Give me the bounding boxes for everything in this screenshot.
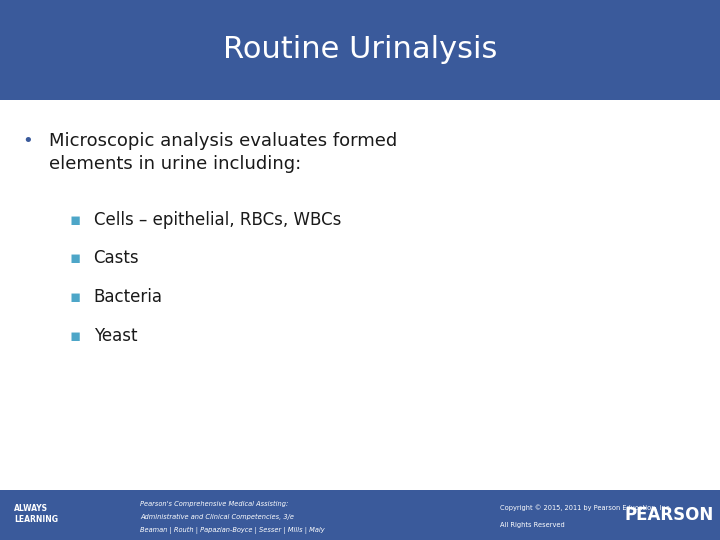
Text: •: • <box>22 132 32 150</box>
Text: Microscopic analysis evaluates formed
elements in urine including:: Microscopic analysis evaluates formed el… <box>49 132 397 173</box>
Text: Cells – epithelial, RBCs, WBCs: Cells – epithelial, RBCs, WBCs <box>94 211 341 228</box>
Text: All Rights Reserved: All Rights Reserved <box>500 522 565 528</box>
Text: ALWAYS
LEARNING: ALWAYS LEARNING <box>14 504 58 524</box>
FancyBboxPatch shape <box>0 490 720 540</box>
Text: Pearson's Comprehensive Medical Assisting:: Pearson's Comprehensive Medical Assistin… <box>140 501 289 508</box>
Text: Casts: Casts <box>94 249 139 267</box>
Text: ▪: ▪ <box>70 211 81 228</box>
FancyBboxPatch shape <box>0 0 720 100</box>
Text: ▪: ▪ <box>70 249 81 267</box>
Text: Copyright © 2015, 2011 by Pearson Education, Inc.: Copyright © 2015, 2011 by Pearson Educat… <box>500 504 672 511</box>
Text: PEARSON: PEARSON <box>625 506 714 524</box>
Text: Bacteria: Bacteria <box>94 288 163 306</box>
Text: Beaman | Routh | Papazian-Boyce | Sesser | Mills | Maly: Beaman | Routh | Papazian-Boyce | Sesser… <box>140 527 325 534</box>
Text: Administrative and Clinical Competencies, 3/e: Administrative and Clinical Competencies… <box>140 514 294 520</box>
Text: Yeast: Yeast <box>94 327 137 345</box>
Text: ▪: ▪ <box>70 288 81 306</box>
Text: ▪: ▪ <box>70 327 81 345</box>
Text: Routine Urinalysis: Routine Urinalysis <box>222 36 498 64</box>
